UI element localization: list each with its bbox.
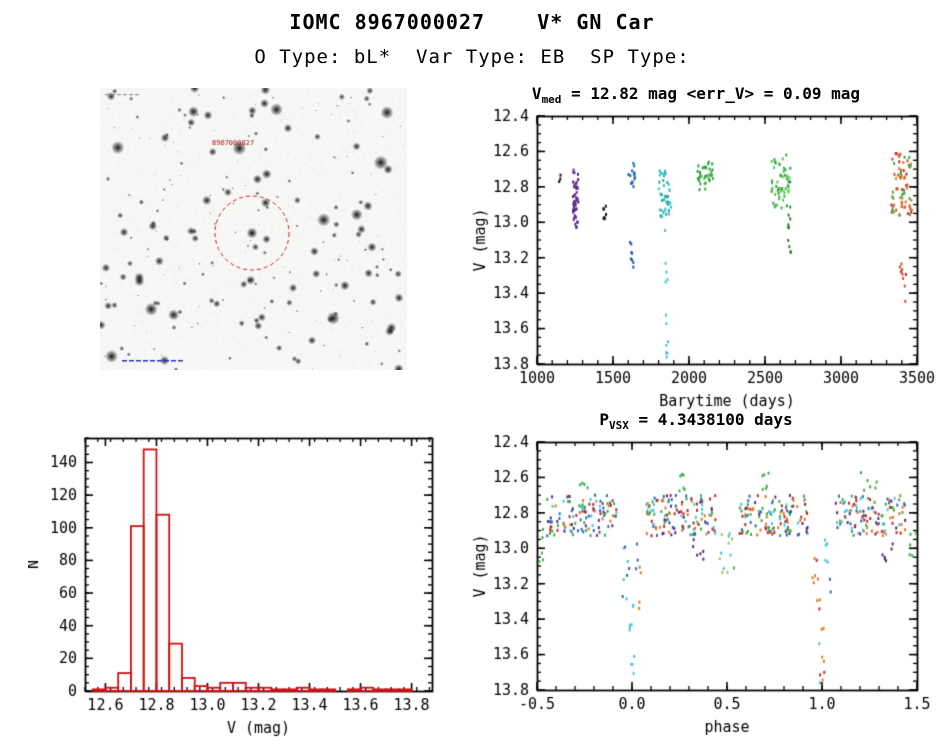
page-subtitle: O Type: bL* Var Type: EB SP Type: xyxy=(254,46,690,68)
phase-canvas xyxy=(455,434,937,746)
histogram-canvas xyxy=(28,425,448,743)
phase-plot: PVSX = 4.3438100 days xyxy=(455,410,937,746)
lightcurve-title-rest: = 12.82 mag <err_V> = 0.09 mag xyxy=(561,84,861,103)
phase-title-rest: = 4.3438100 days xyxy=(628,410,793,429)
page-title: IOMC 8967000027 V* GN Car xyxy=(289,10,655,34)
histogram-plot xyxy=(28,425,448,743)
lightcurve-title: Vmed = 12.82 mag <err_V> = 0.09 mag xyxy=(455,84,937,108)
phase-title: PVSX = 4.3438100 days xyxy=(455,410,937,434)
finder-chart-image xyxy=(100,88,407,370)
lightcurve-title-sub: med xyxy=(541,93,562,107)
lightcurve-canvas xyxy=(455,108,937,420)
phase-title-main: P xyxy=(599,410,609,429)
lightcurve-plot: Vmed = 12.82 mag <err_V> = 0.09 mag xyxy=(455,84,937,420)
lightcurve-title-main: V xyxy=(531,84,542,103)
phase-title-sub: VSX xyxy=(609,419,629,433)
